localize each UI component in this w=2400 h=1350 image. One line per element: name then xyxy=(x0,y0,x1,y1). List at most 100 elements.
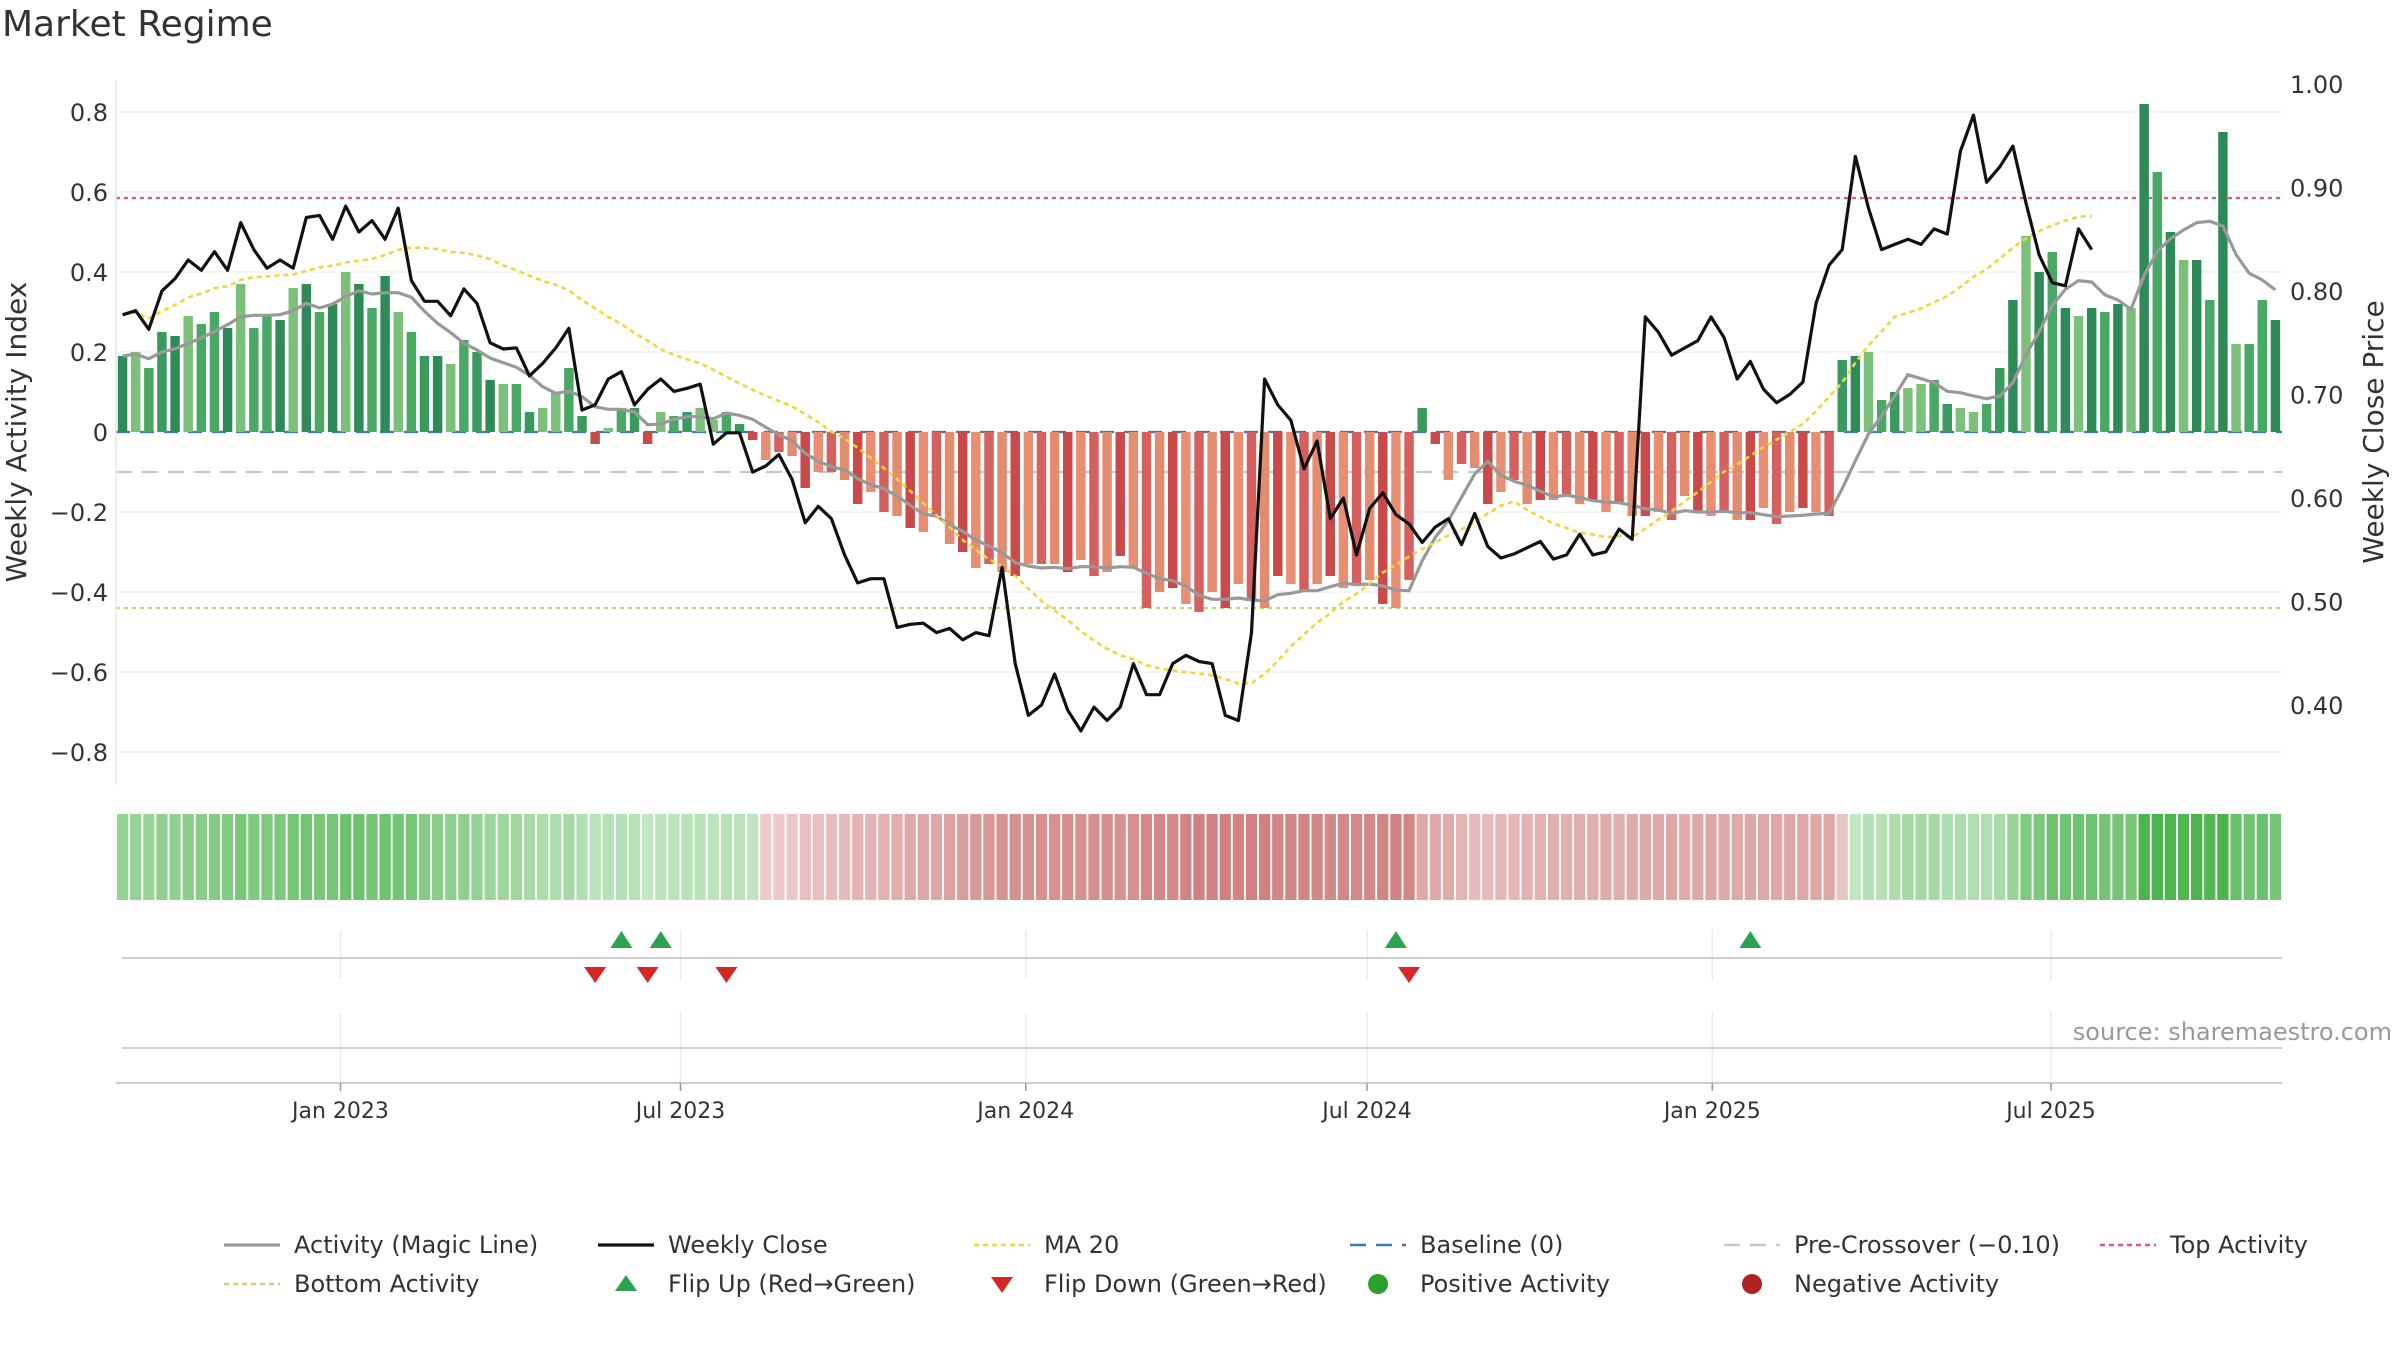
activity-bar xyxy=(2113,304,2123,432)
activity-bar xyxy=(2205,300,2215,432)
regime-strip-cell xyxy=(340,814,352,900)
regime-strip-cell xyxy=(563,814,575,900)
flip-markers-panel xyxy=(122,931,2282,983)
regime-strip-cell xyxy=(2007,814,2019,900)
activity-bar xyxy=(1154,432,1165,592)
regime-strip-cell xyxy=(1994,814,2006,900)
activity-bar xyxy=(1706,432,1716,516)
weekly-close-line xyxy=(122,113,2094,733)
legend-label: Pre-Crossover (−0.10) xyxy=(1794,1231,2061,1259)
legend: Activity (Magic Line) Weekly Close MA 20 Ba… xyxy=(0,1205,2400,1315)
activity-bar xyxy=(616,408,627,432)
activity-bar xyxy=(524,412,535,432)
regime-strip-cell xyxy=(418,814,431,900)
regime-strip-cell xyxy=(1744,814,1756,900)
activity-bar xyxy=(761,432,771,460)
regime-strip-cell xyxy=(1679,814,1691,900)
activity-bar xyxy=(1968,412,1979,432)
regime-strip-cell xyxy=(1613,814,1625,900)
activity-bar xyxy=(1916,384,1926,432)
x-tick-label: Jan 2024 xyxy=(975,1099,1074,1124)
regime-strip-cell xyxy=(379,814,391,900)
regime-strip-cell xyxy=(261,814,273,900)
legend-label: Top Activity xyxy=(2170,1231,2308,1259)
activity-bar xyxy=(1286,432,1296,584)
regime-strip-cell xyxy=(1298,814,1310,900)
activity-bar xyxy=(1732,432,1742,520)
x-tick-label: Jan 2025 xyxy=(1662,1099,1761,1124)
regime-strip-cell xyxy=(668,814,680,900)
regime-strip-cell xyxy=(182,814,194,900)
regime-strip-cell xyxy=(615,814,628,900)
top-activity-legend-icon xyxy=(2100,1243,2156,1247)
legend-label: Positive Activity xyxy=(1420,1270,1610,1298)
activity-bar xyxy=(2047,252,2057,432)
activity-bar xyxy=(1745,432,1756,520)
regime-strip-cell xyxy=(2112,814,2124,900)
activity-bar xyxy=(301,284,312,432)
activity-bar xyxy=(787,432,797,456)
activity-bar xyxy=(1010,432,1020,576)
activity-bar xyxy=(2218,132,2228,432)
regime-strip-cell xyxy=(458,814,470,900)
activity-bar xyxy=(1535,432,1546,500)
regime-strip-cell xyxy=(1075,814,1087,900)
activity-bar xyxy=(275,320,285,432)
y-left-tick-label: −0.4 xyxy=(50,579,108,607)
regime-strip-cell xyxy=(1836,814,1848,900)
legend-symbol xyxy=(1348,1272,1408,1296)
activity-bar xyxy=(117,356,128,432)
legend-item-weekly-close: Weekly Close xyxy=(596,1231,828,1259)
regime-strip-cell xyxy=(235,814,247,900)
regime-strip-cell xyxy=(1600,814,1612,900)
legend-item-activity: Activity (Magic Line) xyxy=(222,1231,538,1259)
regime-strip-cell xyxy=(970,814,982,900)
regime-strip-cell xyxy=(1048,814,1061,900)
activity-bar xyxy=(682,412,692,432)
regime-strip-cell xyxy=(1285,814,1297,900)
y-left-tick-label: 0 xyxy=(93,419,108,447)
activity-bar xyxy=(1890,392,1900,432)
bottom-activity-legend-icon xyxy=(224,1282,280,1286)
activity-bar xyxy=(1522,432,1532,504)
activity-bar xyxy=(288,288,298,432)
y-left-tick-label: 0.8 xyxy=(70,99,108,127)
y-right-axis-title: Weekly Close Price xyxy=(2357,300,2390,563)
regime-strip-cell xyxy=(1403,814,1415,900)
activity-bar xyxy=(130,352,141,432)
activity-bar xyxy=(209,312,220,432)
activity-bar xyxy=(866,432,876,492)
regime-strip-cell xyxy=(1127,814,1140,900)
regime-strip-cell xyxy=(1311,814,1323,900)
activity-bar xyxy=(1338,432,1349,588)
regime-strip-cell xyxy=(2033,814,2045,900)
regime-strip-cell xyxy=(484,814,496,900)
activity-bar xyxy=(1561,432,1572,496)
activity-bar xyxy=(2073,316,2084,432)
activity-bar xyxy=(1299,432,1309,592)
y-right-tick-label: 1.00 xyxy=(2290,71,2343,99)
regime-strip-cell xyxy=(681,814,693,900)
regime-strip-cell xyxy=(2020,814,2032,900)
legend-item-pre-crossover: Pre-Crossover (−0.10) xyxy=(1722,1231,2060,1259)
regime-strip-cell xyxy=(405,814,418,900)
legend-symbol xyxy=(972,1272,1032,1296)
activity-bar xyxy=(1771,432,1782,524)
regime-strip-cell xyxy=(589,814,601,900)
regime-strip-cell xyxy=(1639,814,1651,900)
activity-bar xyxy=(1863,352,1874,432)
activity-bar xyxy=(2034,272,2044,432)
legend-item-flip-down: Flip Down (Green→Red) xyxy=(972,1270,1327,1298)
activity-bar xyxy=(1614,432,1624,504)
activity-bar xyxy=(1312,432,1322,584)
regime-strip-cell xyxy=(812,814,824,900)
activity-bar xyxy=(944,432,955,544)
activity-bar xyxy=(393,312,403,432)
activity-bar xyxy=(1942,404,1952,432)
regime-strip-cell xyxy=(1823,814,1835,900)
activity-bar xyxy=(971,432,981,568)
regime-strip-cell xyxy=(2151,814,2163,900)
regime-strip-cell xyxy=(1455,814,1468,900)
activity-bar xyxy=(997,432,1007,572)
activity-bar xyxy=(1036,432,1047,564)
